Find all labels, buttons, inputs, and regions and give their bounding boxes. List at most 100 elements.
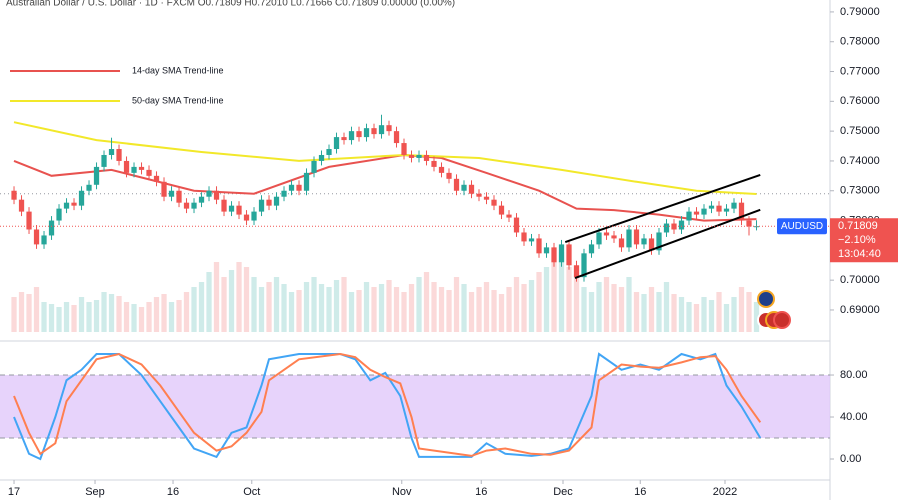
x-tick-label: Oct xyxy=(243,486,260,498)
candle-body xyxy=(603,232,610,236)
volume-bar xyxy=(446,290,452,332)
x-tick-label: 2022 xyxy=(713,486,737,498)
candle-body xyxy=(378,125,385,135)
candle-body xyxy=(446,172,452,179)
volume-bar xyxy=(648,287,655,332)
candle-body xyxy=(461,184,467,191)
x-tick-label: 16 xyxy=(475,486,487,498)
candle-body xyxy=(423,154,430,161)
candle-body xyxy=(123,160,130,173)
candle-body xyxy=(626,229,632,248)
candle-body xyxy=(678,220,685,230)
candle-body xyxy=(693,211,700,215)
volume-bar xyxy=(686,302,692,332)
last-price-label: 0.71809 xyxy=(838,220,878,232)
y-tick-label: 40.00 xyxy=(840,411,868,423)
y-tick-label: 0.73000 xyxy=(840,185,880,197)
volume-bar xyxy=(386,280,392,332)
candle-body xyxy=(221,199,227,212)
y-tick-label: 0.70000 xyxy=(840,274,880,286)
volume-bar xyxy=(566,267,572,332)
candle-body xyxy=(71,202,77,206)
candle-body xyxy=(716,205,722,212)
candle-body xyxy=(483,196,490,200)
volume-bar xyxy=(483,282,490,332)
y-tick-label: 80.00 xyxy=(840,369,868,381)
x-tick-label: 16 xyxy=(167,486,179,498)
volume-bar xyxy=(401,292,407,332)
candle-body xyxy=(506,214,512,218)
candle-body xyxy=(513,217,520,233)
volume-bar xyxy=(693,304,700,332)
chart-title: Australian Dollar / U.S. Dollar · 1D · F… xyxy=(6,0,455,9)
volume-bar xyxy=(738,287,745,332)
candle-body xyxy=(596,232,602,245)
volume-bar xyxy=(393,287,400,332)
candle-body xyxy=(543,247,550,254)
x-tick-label: 16 xyxy=(634,486,646,498)
series-line xyxy=(13,352,762,457)
volume-bar xyxy=(558,252,565,332)
volume-bar xyxy=(506,287,512,332)
candle-body xyxy=(251,211,257,221)
candle-body xyxy=(491,199,497,206)
volume-bar xyxy=(363,282,370,332)
channel-line xyxy=(564,174,761,243)
volume-bar xyxy=(491,290,497,332)
flag-icon xyxy=(773,311,791,329)
candle-body xyxy=(303,172,310,191)
candle-body xyxy=(48,220,55,236)
candle-body xyxy=(468,184,475,194)
candle-body xyxy=(408,154,415,158)
volume-bar xyxy=(678,297,685,332)
candle-body xyxy=(573,265,580,278)
candle-body xyxy=(401,143,407,155)
candle-body xyxy=(258,199,265,212)
candle-body xyxy=(228,205,235,212)
volume-bar xyxy=(536,272,542,332)
price-tag xyxy=(830,218,898,263)
volume-bar xyxy=(573,277,580,332)
volume-bar xyxy=(33,287,40,332)
candle-body xyxy=(393,131,400,144)
candle-body xyxy=(311,160,317,173)
series-line xyxy=(13,153,757,222)
candle-body xyxy=(738,202,745,221)
volume-bar xyxy=(243,267,250,332)
volume-bar xyxy=(476,287,482,332)
volume-bar xyxy=(213,262,220,332)
volume-bar xyxy=(498,294,505,332)
volume-bar xyxy=(221,277,227,332)
volume-bar xyxy=(273,277,280,332)
candle-body xyxy=(108,149,115,155)
candle-body xyxy=(521,232,527,242)
candle-body xyxy=(266,199,272,206)
candle-body xyxy=(78,190,85,206)
countdown-label: 13:04:40 xyxy=(838,248,881,260)
volume-bar xyxy=(48,304,55,332)
candle-body xyxy=(498,205,505,215)
volume-bar xyxy=(168,302,175,332)
candle-body xyxy=(296,184,302,191)
symbol-label: AUDUSD xyxy=(781,221,823,232)
legend-label: 14-day SMA Trend-line xyxy=(132,65,224,75)
volume-bar xyxy=(543,267,550,332)
volume-bar xyxy=(18,292,25,332)
volume-bar xyxy=(581,287,587,332)
volume-bar xyxy=(258,287,265,332)
volume-bar xyxy=(633,292,640,332)
legend-label: 50-day SMA Trend-line xyxy=(132,95,224,105)
volume-bar xyxy=(191,287,197,332)
candle-body xyxy=(633,229,640,245)
volume-bar xyxy=(371,287,377,332)
volume-bar xyxy=(56,307,62,332)
volume-bar xyxy=(41,302,47,332)
volume-bar xyxy=(551,262,557,332)
candle-body xyxy=(431,160,437,167)
candle-body xyxy=(56,208,62,221)
candle-body xyxy=(288,184,295,191)
candle-body xyxy=(341,137,347,141)
candle-body xyxy=(386,125,392,132)
volume-bar xyxy=(311,277,317,332)
